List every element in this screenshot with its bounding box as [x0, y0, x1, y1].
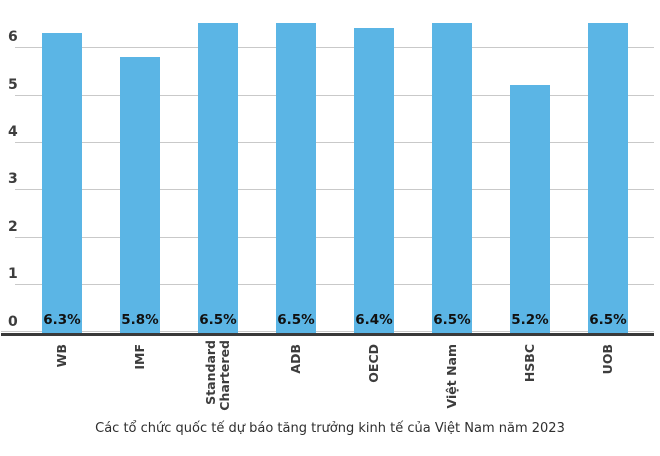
x-axis-category-text: Việt Nam	[444, 344, 459, 409]
bar-value-label: 5.8%	[121, 312, 159, 328]
x-axis-category-text: OECD	[366, 344, 381, 383]
x-axis-category-text: UOB	[600, 344, 615, 375]
y-axis-tick-label: 0	[8, 314, 18, 330]
y-gridline	[15, 284, 654, 285]
y-axis-tick-label: 2	[8, 219, 18, 235]
x-axis-category-text: IMF	[132, 344, 147, 370]
bar[interactable]	[510, 85, 550, 333]
bar[interactable]	[42, 33, 82, 333]
bar-value-label: 5.2%	[511, 312, 549, 328]
bar-value-label: 6.3%	[43, 312, 81, 328]
chart-caption: Các tổ chức quốc tế dự báo tăng trưởng k…	[95, 421, 565, 436]
bar[interactable]	[198, 23, 238, 333]
y-axis-tick-label: 3	[8, 171, 18, 187]
bar-value-label: 6.4%	[355, 312, 393, 328]
bar-value-label: 6.5%	[277, 312, 315, 328]
x-axis-category-text: WB	[54, 344, 69, 368]
bar-value-label: 6.5%	[589, 312, 627, 328]
y-gridline	[15, 95, 654, 96]
bar[interactable]	[588, 23, 628, 333]
y-axis-tick-label: 6	[8, 29, 18, 45]
bar[interactable]	[354, 28, 394, 333]
bar-value-label: 6.5%	[433, 312, 471, 328]
bar[interactable]	[432, 23, 472, 333]
bar-value-label: 6.5%	[199, 312, 237, 328]
y-gridline	[15, 189, 654, 190]
x-axis-category-text: ADB	[288, 344, 303, 374]
bar[interactable]	[276, 23, 316, 333]
x-axis-category-text: Standard Chartered	[203, 340, 232, 411]
x-axis-line	[1, 333, 654, 336]
x-axis-category-text: HSBC	[522, 344, 537, 383]
zero-gridline	[1, 331, 654, 332]
y-axis-tick-label: 4	[8, 124, 18, 140]
bar[interactable]	[120, 57, 160, 333]
y-axis-tick-label: 5	[8, 77, 18, 93]
y-axis-tick-label: 1	[8, 266, 18, 282]
y-gridline	[15, 47, 654, 48]
y-gridline	[15, 237, 654, 238]
y-gridline	[15, 142, 654, 143]
